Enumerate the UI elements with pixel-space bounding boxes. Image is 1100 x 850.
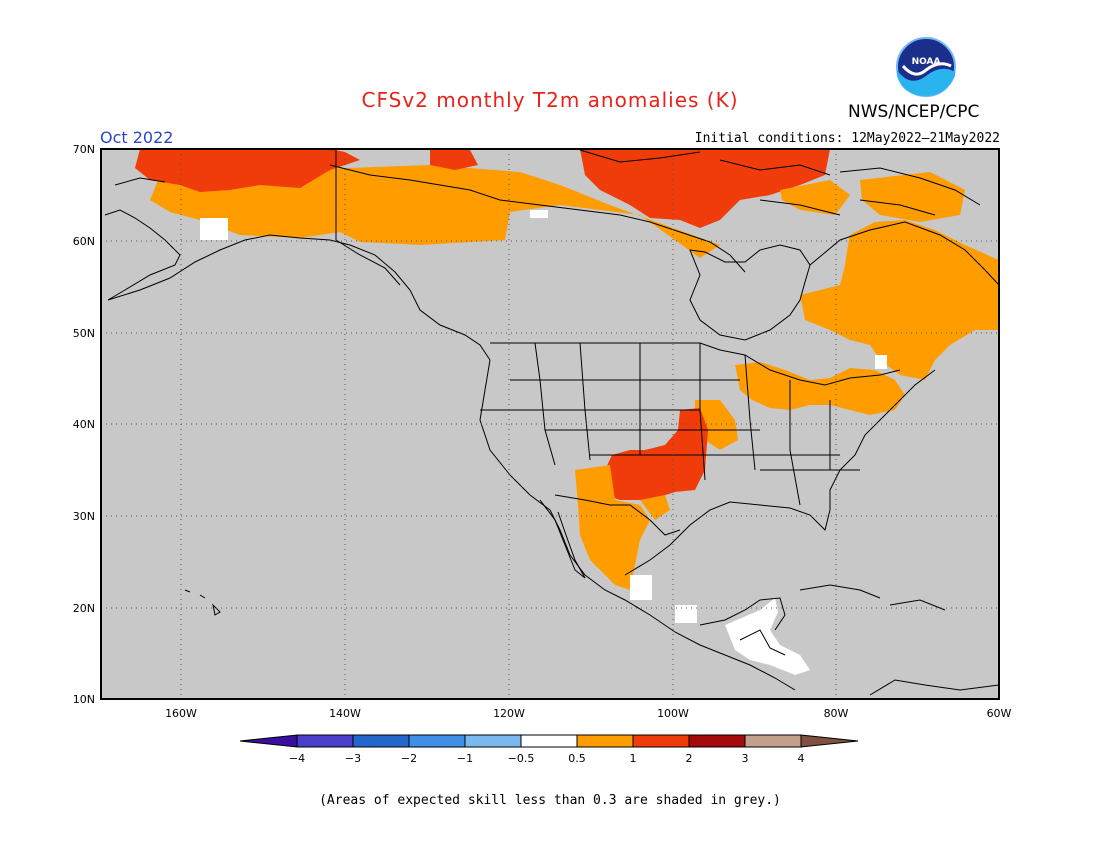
colorbar-tick-label: 2 — [686, 752, 693, 765]
lon-label: 140W — [329, 707, 361, 720]
colorbar-swatch — [632, 734, 690, 748]
colorbar-tick-label: −3 — [345, 752, 361, 765]
lat-label: 10N — [73, 693, 95, 706]
lon-label: 160W — [165, 707, 197, 720]
lon-label: 120W — [493, 707, 525, 720]
region-southern-plains — [605, 408, 708, 500]
colorbar-swatch — [576, 734, 634, 748]
valid-month: Oct 2022 — [100, 128, 174, 147]
initial-conditions: Initial conditions: 12May2022–21May2022 — [694, 131, 1000, 146]
colorbar — [239, 734, 859, 748]
longitude-labels: 160W 140W 120W 100W 80W 60W — [165, 707, 1011, 720]
colorbar-tick-label: 0.5 — [568, 752, 586, 765]
lat-label: 60N — [73, 235, 95, 248]
colorbar-tick-label: −1 — [457, 752, 473, 765]
lat-label: 40N — [73, 418, 95, 431]
skill-note: (Areas of expected skill less than 0.3 a… — [319, 793, 781, 808]
lat-label: 70N — [73, 143, 95, 156]
lat-label: 50N — [73, 327, 95, 340]
colorbar-tick-label: −4 — [289, 752, 305, 765]
colorbar-low-arrow — [239, 734, 298, 748]
region-central-america-white — [725, 598, 810, 675]
lon-label: 100W — [657, 707, 689, 720]
noaa-logo: NOAA — [896, 37, 956, 97]
colorbar-labels: −4 −3 −2 −1 −0.5 0.5 1 2 3 4 — [289, 752, 805, 765]
logo-text: NOAA — [912, 57, 941, 67]
coastlines-borders — [104, 149, 999, 696]
latitude-labels: 70N 60N 50N 40N 30N 20N 10N — [73, 143, 95, 706]
region-yukon-arctic-orange — [150, 165, 720, 258]
colorbar-swatch — [352, 734, 410, 748]
map-title: CFSv2 monthly T2m anomalies (K) — [361, 88, 739, 112]
colorbar-tick-label: 4 — [798, 752, 805, 765]
colorbar-tick-label: −2 — [401, 752, 417, 765]
region-southwest — [575, 465, 650, 590]
colorbar-swatch — [464, 734, 522, 748]
region-alaska-red — [135, 149, 360, 192]
colorbar-swatch — [520, 734, 578, 748]
colorbar-tick-label: 1 — [630, 752, 637, 765]
organization-label: NWS/NCEP/CPC — [848, 102, 980, 122]
colorbar-swatch — [408, 734, 466, 748]
map-frame — [100, 148, 1000, 700]
region-great-lakes — [735, 362, 905, 415]
region-quebec-labrador — [800, 220, 999, 380]
colorbar-swatch — [296, 734, 354, 748]
graticule — [101, 149, 999, 699]
colorbar-swatch — [688, 734, 746, 748]
lat-label: 30N — [73, 510, 95, 523]
colorbar-tick-label: −0.5 — [508, 752, 535, 765]
lon-label: 80W — [824, 707, 849, 720]
lon-label: 60W — [987, 707, 1012, 720]
colorbar-swatch — [744, 734, 802, 748]
colorbar-high-arrow — [800, 734, 859, 748]
colorbar-tick-label: 3 — [742, 752, 749, 765]
lat-label: 20N — [73, 602, 95, 615]
